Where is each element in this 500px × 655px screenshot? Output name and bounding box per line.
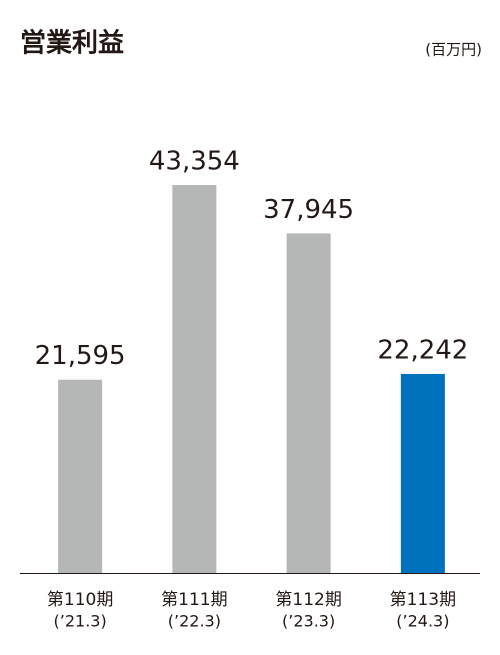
value-label: 37,945 — [263, 195, 354, 225]
chart-title: 営業利益 — [20, 29, 124, 59]
bar — [400, 373, 445, 573]
x-tick-label: 第110期 — [47, 590, 113, 610]
x-tick-label: 第112期 — [275, 590, 341, 610]
x-tick-label: 第111期 — [161, 590, 227, 610]
unit-label: (百万円) — [425, 41, 482, 59]
bar — [286, 233, 331, 573]
x-tick-sublabel: (’23.3) — [282, 612, 335, 631]
x-tick-label: 第113期 — [390, 590, 456, 610]
bar — [58, 379, 103, 573]
x-tick-sublabel: (’24.3) — [396, 612, 449, 631]
value-label: 21,595 — [35, 341, 126, 371]
value-label: 43,354 — [149, 147, 240, 177]
value-label: 22,242 — [377, 335, 468, 365]
x-tick-sublabel: (’22.3) — [168, 612, 221, 631]
bar — [172, 185, 217, 573]
x-tick-sublabel: (’21.3) — [54, 612, 107, 631]
